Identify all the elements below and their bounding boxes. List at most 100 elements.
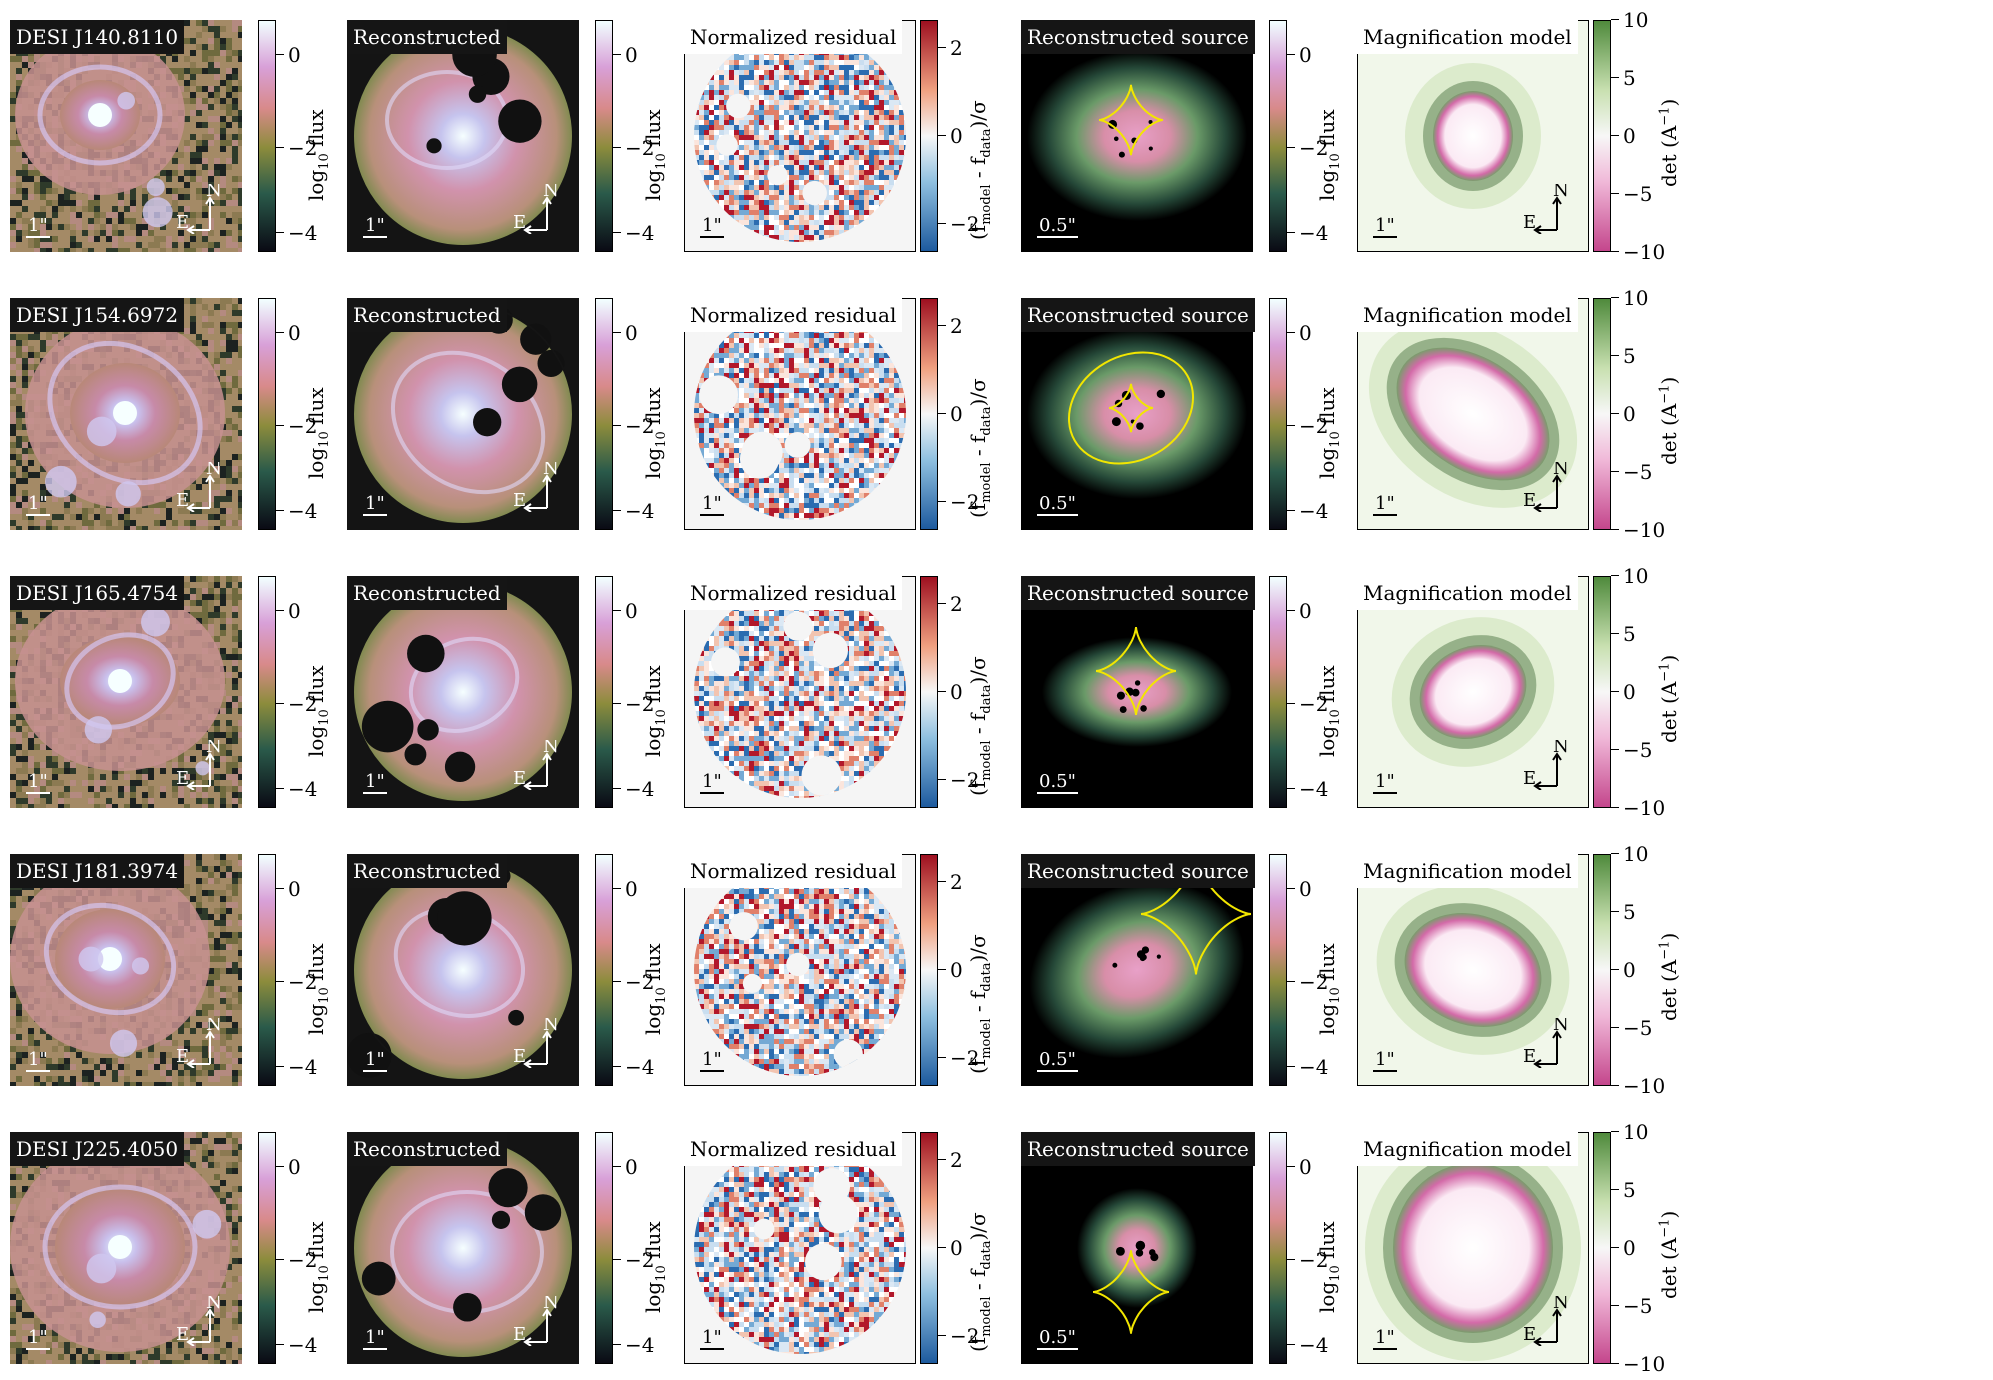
colorbar-label: det (A−1) [1657, 99, 1681, 187]
lens-name: DESI J140.8110 [10, 20, 185, 54]
colorbar-tick: 0 [938, 1236, 963, 1260]
colorbar-flux [595, 576, 613, 808]
scale-bar: 1" [26, 215, 50, 238]
compass-north: N [1553, 740, 1567, 757]
colorbar-label-part: 10 [654, 709, 669, 726]
compass-north: N [206, 184, 220, 201]
compass-east: E [513, 768, 526, 789]
scale-bar: 1" [700, 771, 724, 794]
compass-east: E [1523, 212, 1536, 233]
colorbar-tick: −2 [1286, 1247, 1329, 1272]
colorbar-magnification [1593, 20, 1611, 252]
panel-title: Reconstructed source [1021, 576, 1255, 610]
colorbar-tick: 0 [276, 876, 301, 901]
colorbar-label: (fmodel - fdata)/σ [966, 657, 994, 797]
colorbar-label-part: flux [641, 387, 665, 432]
colorbar-label-part: model [979, 462, 994, 504]
colorbar-label-part: 10 [1328, 987, 1343, 1004]
colorbar-tick: 0 [1287, 42, 1312, 67]
scale-bar: 1" [363, 1327, 387, 1350]
compass-east: E [176, 1324, 189, 1345]
compass-east: E [513, 490, 526, 511]
magnification-image [1357, 1132, 1589, 1364]
reconstructed-image [347, 576, 579, 808]
colorbar-flux [1269, 298, 1287, 530]
compass-east: E [513, 1324, 526, 1345]
colorbar-tick: −10 [1610, 240, 1666, 264]
residual-image [684, 20, 916, 252]
colorbar-label-part: 10 [317, 987, 332, 1004]
colorbar-label: log10 flux [1315, 109, 1343, 201]
colorbar-tick: −4 [275, 1055, 318, 1080]
reconstructed-image [347, 20, 579, 252]
compass-north: N [543, 740, 557, 757]
panel-title: Reconstructed source [1021, 854, 1255, 888]
colorbar-label-part: det (A [1657, 125, 1681, 188]
colorbar-label-part: model [979, 740, 994, 782]
colorbar-tick: −4 [275, 777, 318, 802]
panel-title: Reconstructed source [1021, 20, 1255, 54]
colorbar-tick: 0 [613, 320, 638, 345]
colorbar-label-part: log [1315, 1003, 1339, 1035]
colorbar-tick: 10 [1610, 842, 1649, 866]
colorbar-magnification [1593, 854, 1611, 1086]
colorbar-label: det (A−1) [1657, 377, 1681, 465]
compass-north: N [206, 462, 220, 479]
source-image [1021, 1132, 1253, 1364]
colorbar-label: (fmodel - fdata)/σ [966, 935, 994, 1075]
colorbar-tick: −4 [612, 1333, 655, 1358]
colorbar-tick: −4 [275, 221, 318, 246]
colorbar-tick: −2 [937, 1046, 980, 1071]
residual-panel: Normalized residual 1" [684, 1132, 916, 1364]
panel-title: Magnification model [1357, 298, 1578, 332]
colorbar-tick: 5 [1611, 900, 1636, 924]
colorbar-tick: −2 [612, 1247, 655, 1272]
lens-name: DESI J154.6972 [10, 298, 185, 332]
colorbar-label-part: −1 [1657, 662, 1673, 682]
colorbar-label-part: - f [966, 1269, 990, 1297]
residual-panel: Normalized residual 1" [684, 298, 916, 530]
colorbar-label: det (A−1) [1657, 655, 1681, 743]
colorbar-tick: 5 [1611, 66, 1636, 90]
colorbar-tick: 0 [938, 958, 963, 982]
scale-bar: 1" [363, 215, 387, 238]
colorbar-label-part: ) [1657, 932, 1681, 941]
colorbar-tick: 0 [276, 320, 301, 345]
magnification-image [1357, 298, 1589, 530]
reconstructed-image [347, 854, 579, 1086]
source-image [1021, 20, 1253, 252]
colorbar-label-part: flux [304, 109, 328, 154]
colorbar-tick: −2 [937, 212, 980, 237]
colorbar-label-part: det (A [1657, 959, 1681, 1022]
compass-east: E [513, 1046, 526, 1067]
colorbar-tick: 5 [1611, 1178, 1636, 1202]
colorbar-label: log10 flux [641, 665, 669, 757]
magnification-panel: Magnification model 1" N E [1357, 1132, 1589, 1364]
panel-title: Magnification model [1357, 854, 1578, 888]
caustic-line [1099, 84, 1163, 156]
colorbar-label: det (A−1) [1657, 1211, 1681, 1299]
colorbar-label-part: 10 [1328, 153, 1343, 170]
scale-bar: 1" [26, 493, 50, 516]
compass-north: N [206, 1018, 220, 1035]
scale-bar: 1" [26, 1327, 50, 1350]
lens-name: DESI J225.4050 [10, 1132, 185, 1166]
colorbar-label-part: 10 [317, 1265, 332, 1282]
colorbar-tick: 0 [1611, 1236, 1636, 1260]
observed-panel: DESI J165.4754 1" N E [10, 576, 242, 808]
magnification-panel: Magnification model 1" N E [1357, 576, 1589, 808]
colorbar-label-part: - f [966, 713, 990, 741]
colorbar-label-part: log [304, 1281, 328, 1313]
colorbar-tick: 0 [1611, 958, 1636, 982]
residual-panel: Normalized residual 1" [684, 20, 916, 252]
source-image [1021, 576, 1253, 808]
colorbar-label: log10 flux [1315, 943, 1343, 1035]
lens-name: DESI J181.3974 [10, 854, 185, 888]
colorbar-label: log10 flux [641, 943, 669, 1035]
colorbar-magnification [1593, 1132, 1611, 1364]
